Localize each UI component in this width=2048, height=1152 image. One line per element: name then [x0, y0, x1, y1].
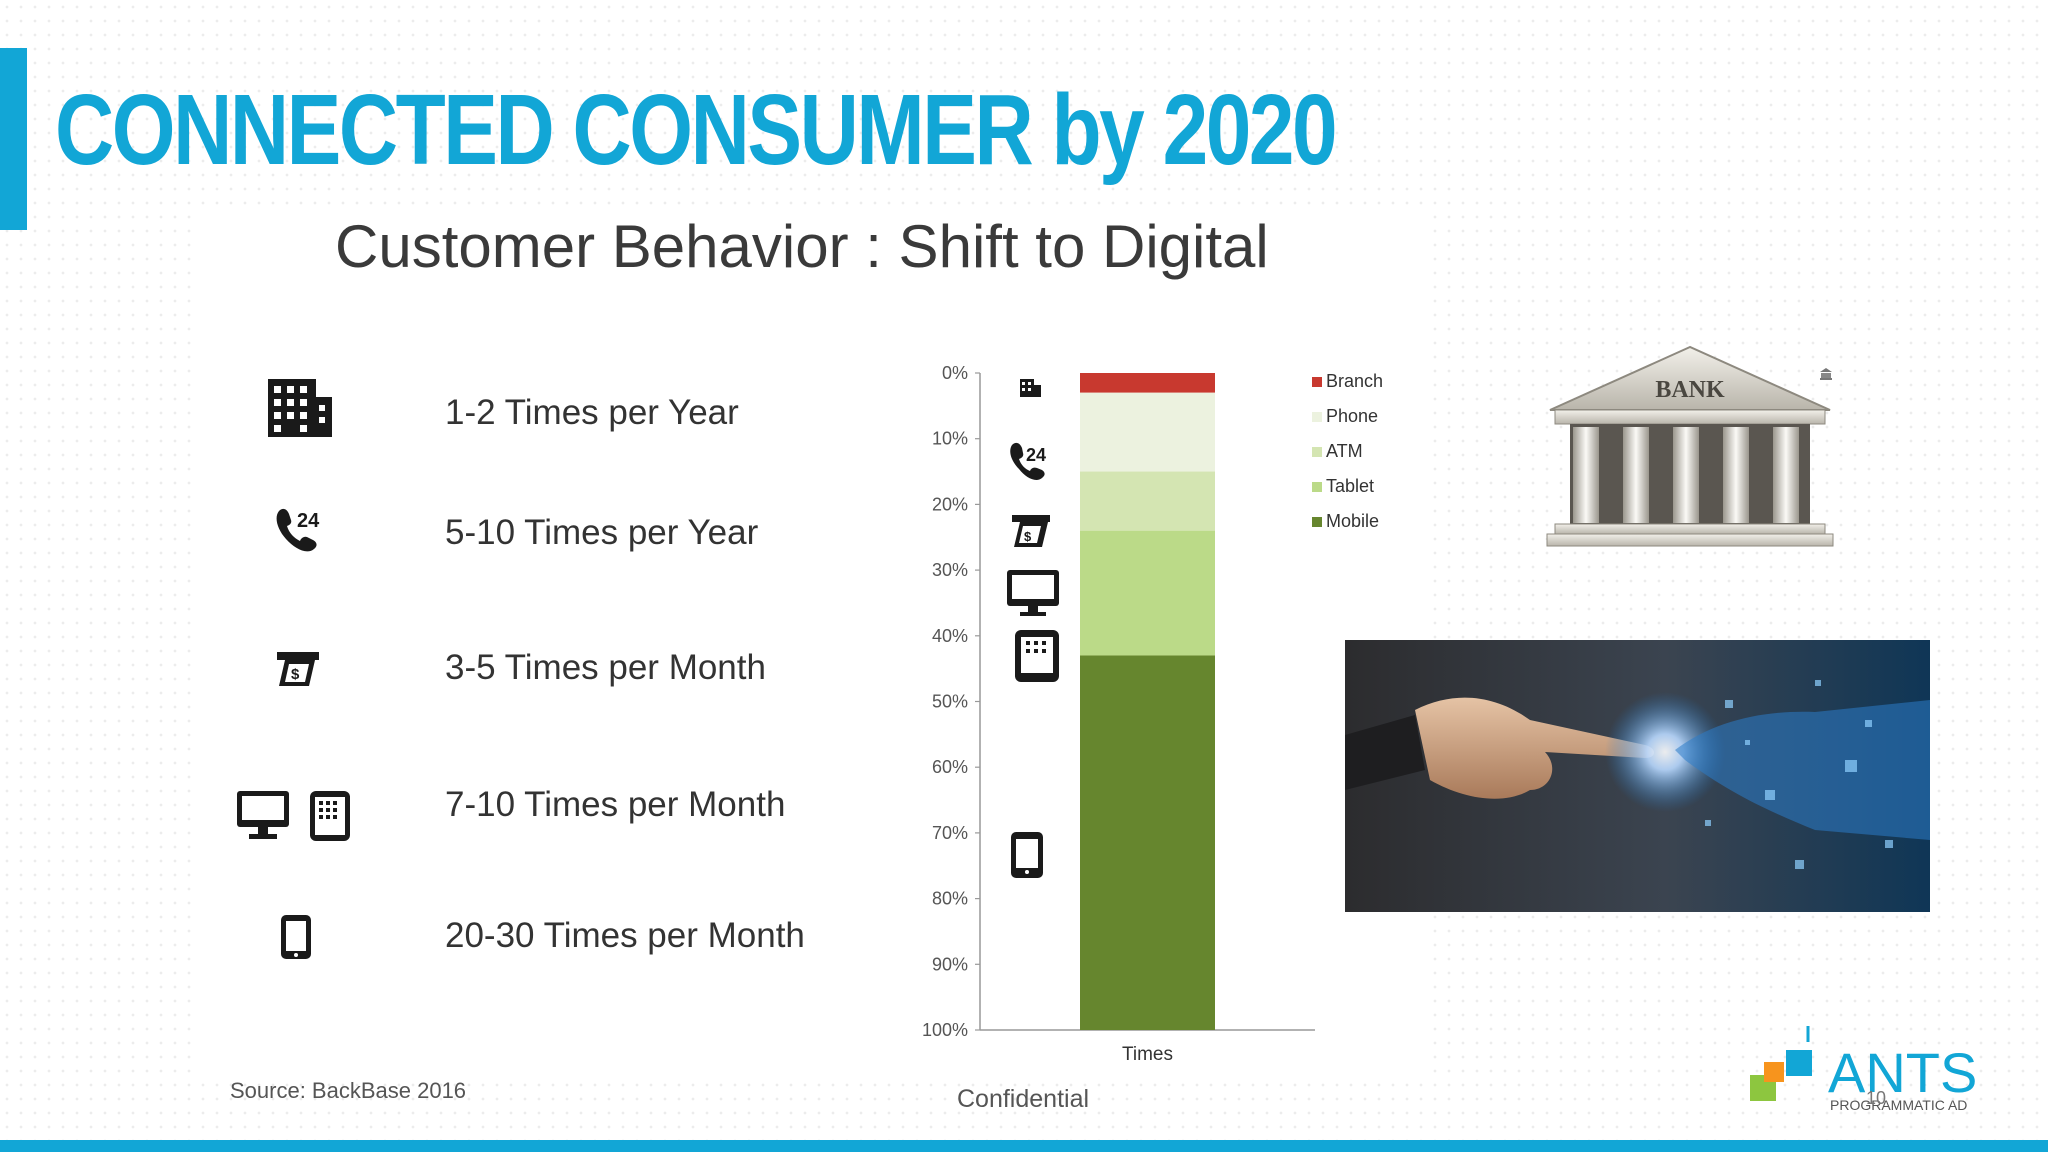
y-tick-label: 20% — [932, 494, 968, 514]
legend-swatch-tablet — [1312, 482, 1322, 492]
behavior-label-branch: 1-2 Times per Year — [445, 393, 739, 432]
bar-segment-mobile — [1080, 655, 1215, 1030]
chart-atm-icon: $ — [1012, 515, 1050, 547]
page-number: 10 — [1866, 1088, 1887, 1108]
svg-text:24: 24 — [1026, 445, 1046, 465]
building-icon — [266, 377, 334, 439]
behavior-label-mobile: 20-30 Times per Month — [445, 916, 805, 955]
logo-text: ANTS — [1828, 1041, 1977, 1104]
legend-swatch-atm — [1312, 447, 1322, 457]
phone-24-icon: 24 — [273, 505, 325, 553]
legend-label-branch: Branch — [1326, 371, 1383, 391]
y-tick-label: 70% — [932, 823, 968, 843]
svg-text:24: 24 — [297, 510, 320, 532]
y-tick-label: 60% — [932, 757, 968, 777]
legend-swatch-mobile — [1312, 517, 1322, 527]
monitor-icon — [235, 789, 291, 841]
atm-icon: $ — [275, 650, 321, 690]
behavior-label-phone: 5-10 Times per Year — [445, 513, 759, 552]
bank-building-image: BANK — [1546, 345, 1834, 547]
content-panel — [195, 205, 1425, 1075]
y-tick-label: 10% — [932, 429, 968, 449]
slide-title: CONNECTED CONSUMER by 2020 — [55, 74, 1338, 186]
bar-segment-atm — [1080, 471, 1215, 531]
bank-label: BANK — [1655, 377, 1725, 403]
svg-text:$: $ — [291, 666, 300, 683]
chart-tablet-icon — [1015, 630, 1059, 682]
y-tick-label: 80% — [932, 889, 968, 909]
logo-subtext: PROGRAMMATIC AD — [1830, 1097, 1967, 1113]
source-note: Source: BackBase 2016 — [230, 1078, 467, 1103]
y-tick-label: 90% — [932, 954, 968, 974]
legend-swatch-phone — [1312, 412, 1322, 422]
y-tick-label: 30% — [932, 560, 968, 580]
bar-segment-branch — [1080, 373, 1215, 393]
legend-label-mobile: Mobile — [1326, 511, 1379, 531]
behavior-label-atm: 3-5 Times per Month — [445, 648, 766, 687]
mobile-icon — [279, 913, 313, 961]
bank-small-icon — [1820, 368, 1832, 380]
chart-phone-24-icon: 24 — [1010, 442, 1046, 480]
y-tick-label: 40% — [932, 626, 968, 646]
stacked-bar-chart: 0% 10% 20% 30% 40% 50% 60% 70% 80% 90% 100% Times 2… — [922, 363, 1383, 1065]
slide-subtitle: Customer Behavior : Shift to Digital — [335, 213, 1269, 280]
y-tick-label: 100% — [922, 1020, 968, 1040]
legend-label-phone: Phone — [1326, 406, 1378, 426]
y-tick-label: 50% — [932, 692, 968, 712]
x-category-label: Times — [1122, 1044, 1173, 1065]
title-accent-bar — [0, 48, 27, 230]
tablet-icon — [308, 789, 352, 843]
legend-label-atm: ATM — [1326, 441, 1363, 461]
chart-monitor-icon — [1007, 570, 1059, 616]
behavior-label-digital: 7-10 Times per Month — [445, 785, 786, 824]
legend-swatch-branch — [1312, 377, 1322, 387]
chart-mobile-icon — [1011, 832, 1043, 878]
ants-logo: ANTS PROGRAMMATIC AD — [1750, 1026, 1977, 1113]
chart-building-icon — [1020, 379, 1041, 397]
legend-label-tablet: Tablet — [1326, 476, 1374, 496]
bottom-accent-bar — [0, 1140, 2048, 1152]
digital-hand-image — [1345, 640, 1930, 912]
confidential-label: Confidential — [957, 1085, 1090, 1113]
svg-text:$: $ — [1024, 529, 1032, 544]
bar-segment-tablet — [1080, 530, 1215, 656]
y-tick-label: 0% — [942, 363, 968, 383]
bar-segment-phone — [1080, 392, 1215, 472]
